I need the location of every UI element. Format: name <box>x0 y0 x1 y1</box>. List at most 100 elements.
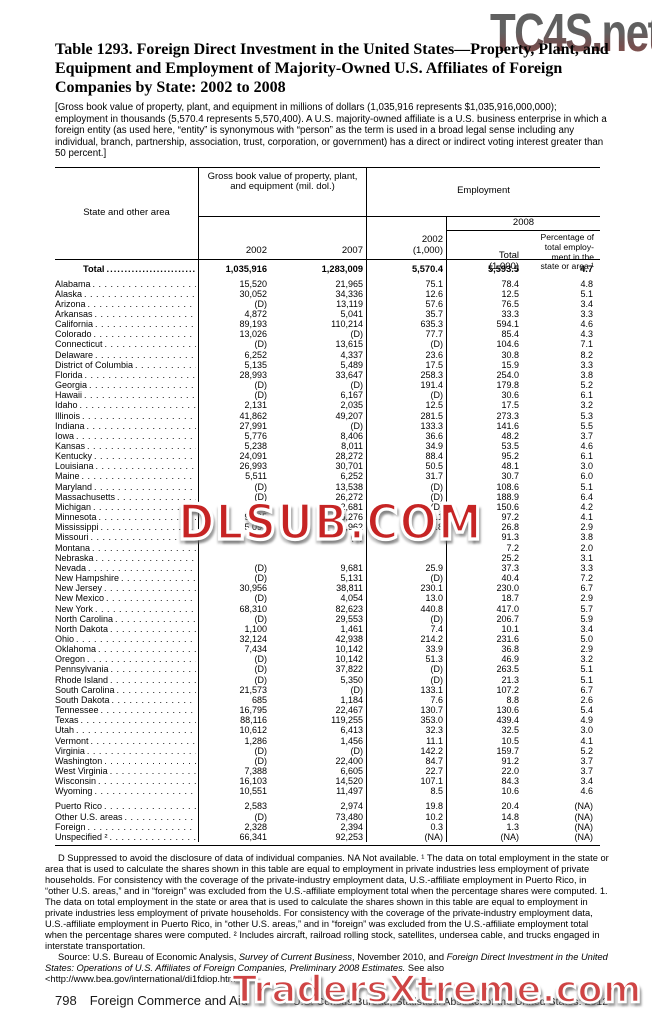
cell-value: 22.0 <box>501 766 519 776</box>
cell-value: 22,681 <box>275 501 367 513</box>
state-label-cell: Pennsylvania <box>55 664 199 675</box>
state-label: Wisconsin <box>55 776 97 787</box>
cell-value: 7.2 <box>506 542 519 553</box>
cell-value: 5,570.4 <box>367 259 447 279</box>
cell-value: (D) <box>254 298 268 309</box>
cell-value: 16,103 <box>239 776 267 787</box>
state-label-cell: Texas <box>55 715 199 726</box>
cell-value: (D) <box>367 481 447 492</box>
dot-leader <box>104 583 196 593</box>
dot-leader <box>110 832 196 842</box>
dot-leader <box>95 319 196 329</box>
cell-value: 3.7 <box>580 766 593 776</box>
table-row: Puerto Rico 2,583 2,974 19.8 20.4 (NA) <box>55 796 600 812</box>
cell-value: 40.4 <box>501 573 519 584</box>
cell-value: 4.1 <box>580 735 593 746</box>
cell-value: 4,872 <box>244 308 267 319</box>
cell-value: 6.7 <box>580 684 593 695</box>
cell-value: 7.6 <box>367 694 447 706</box>
cell-value: 5,776 <box>244 430 267 441</box>
cell-value: 10,142 <box>275 644 367 655</box>
cell-value: 91.3 <box>501 532 519 543</box>
cell-value: 14.8 <box>501 811 519 822</box>
cell-value: 91.2 <box>501 755 519 766</box>
table-row: Texas 88,116 119,255 353.0 439.4 4.9 <box>55 715 600 726</box>
dot-leader <box>87 746 196 756</box>
cell-value: (D) <box>275 420 367 431</box>
cell-value <box>367 542 447 553</box>
table-row: Florida 28,993 33,647 258.3 254.0 3.8 <box>55 369 600 381</box>
cell-value: 7.4 <box>367 623 447 634</box>
state-label: Virginia <box>55 745 85 756</box>
dot-leader <box>110 624 196 634</box>
state-label-cell: Ohio <box>55 633 199 645</box>
cell-value: (D) <box>254 501 268 512</box>
state-label: West Virginia <box>55 766 108 776</box>
cell-value: 4.9 <box>580 715 593 726</box>
cell-value: 34.9 <box>367 441 447 452</box>
data-table: State and other area Gross book value of… <box>55 166 600 847</box>
footer-left: 798 Foreign Commerce and Aid <box>55 993 248 1008</box>
cell-value: 10,551 <box>239 786 267 797</box>
cell-value: (D) <box>275 329 367 340</box>
dot-leader <box>76 431 196 441</box>
cell-value: 22,467 <box>275 705 367 716</box>
cell-value: 9,681 <box>275 562 367 574</box>
cell-value: 5.1 <box>580 674 593 685</box>
table-row: Alabama 15,520 21,965 75.1 78.4 4.8 <box>55 278 600 289</box>
state-label: Connecticut <box>55 339 103 350</box>
state-label: Utah <box>55 725 75 736</box>
cell-value: 53.5 <box>501 441 519 451</box>
cell-value: 31.7 <box>367 471 447 482</box>
cell-value: 440.8 <box>367 603 447 614</box>
cell-value: (D) <box>254 481 268 492</box>
state-label-cell: Unspecified ² <box>55 831 199 843</box>
state-label: California <box>55 319 94 330</box>
dot-leader <box>104 801 196 811</box>
dot-leader <box>84 289 196 299</box>
cell-value: 22.7 <box>367 766 447 777</box>
cell-value: 130.7 <box>367 705 447 716</box>
state-label-cell: Minnesota <box>55 512 199 523</box>
cell-value: 25.9 <box>367 562 447 574</box>
cell-value: (D) <box>254 674 268 685</box>
cell-value: 5.0 <box>580 633 593 644</box>
table-row: New York 68,310 82,623 440.8 417.0 5.7 <box>55 603 600 614</box>
cell-value: 85.4 <box>501 329 519 340</box>
state-label-cell: Washington <box>55 755 199 766</box>
state-label: Puerto Rico <box>55 801 103 812</box>
section-name: Foreign Commerce and Aid <box>89 993 248 1008</box>
source-mid: , November 2010, and <box>352 952 447 963</box>
dot-leader <box>89 380 196 390</box>
cell-value: 1,184 <box>275 694 367 706</box>
table-row: Wisconsin 16,103 14,520 107.1 84.3 3.4 <box>55 776 600 787</box>
cell-value: (D) <box>254 613 268 624</box>
cell-value: 26,272 <box>275 491 367 502</box>
state-label: Montana <box>55 542 91 553</box>
state-label-cell: Michigan <box>55 501 199 513</box>
cell-value: 35.7 <box>367 308 447 320</box>
state-label: South Dakota <box>55 694 110 705</box>
cell-value: 6.7 <box>580 583 593 594</box>
dot-leader <box>88 563 196 573</box>
state-label: Indiana <box>55 420 85 431</box>
cell-value: 36.8 <box>501 644 519 655</box>
state-label: Kansas <box>55 441 86 451</box>
cell-value: 4,054 <box>275 593 367 604</box>
table-row: South Carolina 21,573 (D) 133.1 107.2 6.… <box>55 684 600 695</box>
state-label-cell: West Virginia <box>55 766 199 777</box>
table-row: New Hampshire (D) 5,131 (D) 40.4 7.2 <box>55 573 600 584</box>
bracket-note: [Gross book value of property, plant, an… <box>55 102 607 159</box>
cell-value: 107.2 <box>496 684 519 695</box>
state-label: District of Columbia <box>55 359 134 370</box>
table-row: Hawaii (D) 6,167 (D) 30.6 6.1 <box>55 390 600 401</box>
state-label-cell: New Hampshire <box>55 573 199 584</box>
cell-value: 5.9 <box>580 613 593 624</box>
dot-leader <box>96 553 196 563</box>
cell-value: (D) <box>254 664 268 675</box>
table-row: Kentucky 24,091 28,272 88.4 95.2 6.1 <box>55 451 600 462</box>
cell-value: 3.4 <box>580 298 593 309</box>
state-label-cell: New Mexico <box>55 593 199 604</box>
cell-value <box>367 532 447 543</box>
cell-value: 2,131 <box>244 400 267 411</box>
